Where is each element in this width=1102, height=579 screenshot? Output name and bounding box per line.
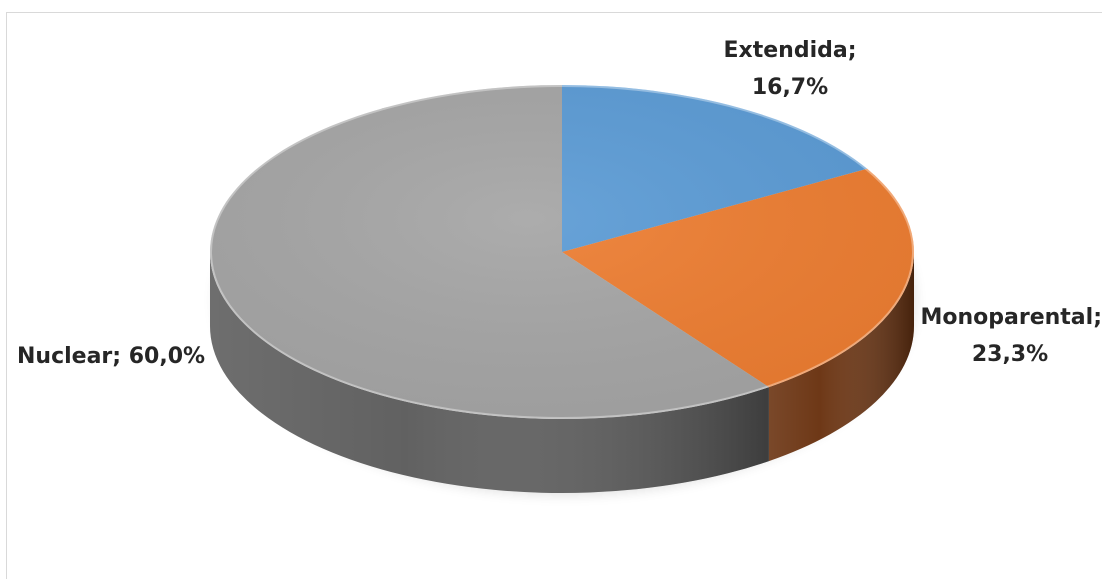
label-monoparental-line1: Monoparental; — [920, 305, 1102, 330]
label-extendida-line2: 16,7% — [752, 75, 828, 100]
label-monoparental-line2: 23,3% — [972, 342, 1048, 367]
label-extendida-line1: Extendida; — [724, 38, 857, 63]
chart-area — [6, 12, 1102, 579]
slice-side-shade-nuclear — [210, 252, 769, 493]
label-nuclear: Nuclear; 60,0% — [17, 344, 205, 369]
pie-top-rim — [210, 85, 914, 419]
slice-side-shade-monoparental — [768, 252, 914, 462]
